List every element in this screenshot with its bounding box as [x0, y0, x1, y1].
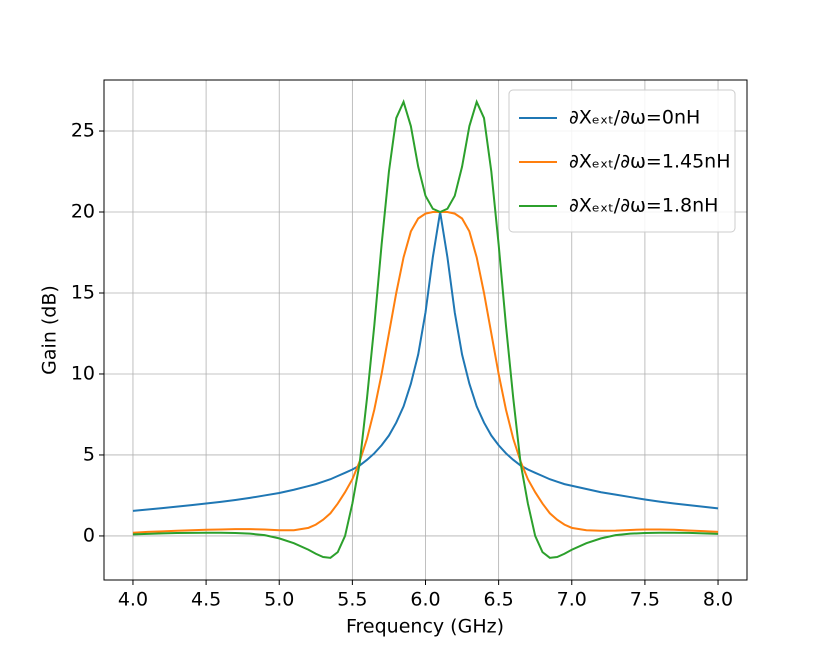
y-tick-label: 25	[71, 120, 95, 142]
plot-frame	[103, 79, 748, 581]
line-series	[132, 99, 719, 559]
x-axis-label: Frequency (GHz)	[346, 616, 504, 638]
legend-box	[508, 89, 736, 233]
x-tick-label: 4.5	[191, 589, 221, 611]
legend-label: ∂Xₑₓₜ/∂ω=1.45nH	[569, 151, 731, 173]
y-tick-label: 15	[71, 281, 95, 303]
x-tick-label: 8.0	[703, 589, 733, 611]
legend-label: ∂Xₑₓₜ/∂ω=0nH	[569, 107, 700, 129]
line-series	[132, 211, 719, 534]
x-tick-label: 6.5	[484, 589, 514, 611]
y-tick-label: 5	[83, 443, 95, 465]
x-tick-label: 4.0	[118, 589, 148, 611]
y-tick-label: 10	[71, 362, 95, 384]
legend-label: ∂Xₑₓₜ/∂ω=1.8nH	[569, 195, 718, 217]
x-tick-label: 7.0	[557, 589, 587, 611]
x-tick-label: 6.0	[410, 589, 440, 611]
y-tick-label: 0	[83, 524, 95, 546]
x-tick-label: 7.5	[630, 589, 660, 611]
y-axis-label: Gain (dB)	[39, 285, 61, 375]
y-tick-label: 20	[71, 201, 95, 223]
x-tick-label: 5.5	[337, 589, 367, 611]
line-series	[132, 211, 719, 512]
x-tick-label: 5.0	[264, 589, 294, 611]
